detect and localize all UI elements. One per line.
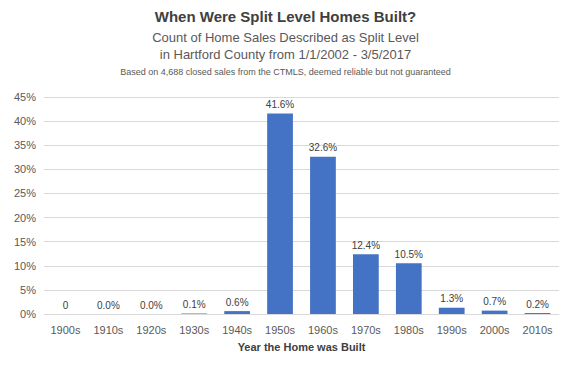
svg-text:Based on 4,688 closed sales fr: Based on 4,688 closed sales from the CTM…	[120, 67, 451, 77]
svg-text:15%: 15%	[14, 236, 36, 248]
svg-text:30%: 30%	[14, 163, 36, 175]
svg-text:1970s: 1970s	[351, 324, 381, 336]
svg-text:25%: 25%	[14, 187, 36, 199]
svg-text:1960s: 1960s	[308, 324, 338, 336]
svg-text:1980s: 1980s	[394, 324, 424, 336]
svg-text:20%: 20%	[14, 212, 36, 224]
svg-text:1950s: 1950s	[265, 324, 295, 336]
svg-text:0.6%: 0.6%	[226, 297, 249, 308]
svg-text:12.4%: 12.4%	[352, 240, 380, 251]
svg-text:When Were Split Level Homes Bu: When Were Split Level Homes Built?	[155, 8, 416, 25]
svg-text:0: 0	[63, 300, 69, 311]
svg-text:41.6%: 41.6%	[266, 99, 294, 110]
svg-text:in Hartford County from 1/1/20: in Hartford County from 1/1/2002 - 3/5/2…	[160, 47, 411, 62]
svg-text:1.3%: 1.3%	[440, 293, 463, 304]
svg-text:0.7%: 0.7%	[483, 296, 506, 307]
svg-text:1910s: 1910s	[93, 324, 123, 336]
svg-text:0.0%: 0.0%	[140, 300, 163, 311]
svg-text:32.6%: 32.6%	[309, 142, 337, 153]
svg-text:35%: 35%	[14, 139, 36, 151]
svg-text:10%: 10%	[14, 260, 36, 272]
svg-text:0.2%: 0.2%	[526, 299, 549, 310]
svg-text:0.0%: 0.0%	[97, 300, 120, 311]
svg-text:0%: 0%	[20, 308, 36, 320]
svg-text:40%: 40%	[14, 115, 36, 127]
svg-text:5%: 5%	[20, 284, 36, 296]
svg-text:1930s: 1930s	[179, 324, 209, 336]
svg-text:10.5%: 10.5%	[395, 249, 423, 260]
svg-text:1940s: 1940s	[222, 324, 252, 336]
svg-text:1920s: 1920s	[136, 324, 166, 336]
svg-text:2000s: 2000s	[480, 324, 510, 336]
svg-text:45%: 45%	[14, 91, 36, 103]
svg-text:Year the Home was Built: Year the Home was Built	[238, 341, 366, 353]
svg-text:1900s: 1900s	[50, 324, 80, 336]
svg-text:2010s: 2010s	[523, 324, 553, 336]
svg-text:0.1%: 0.1%	[183, 299, 206, 310]
svg-text:Count of Home Sales Described: Count of Home Sales Described as Split L…	[152, 30, 419, 45]
svg-text:1990s: 1990s	[437, 324, 467, 336]
